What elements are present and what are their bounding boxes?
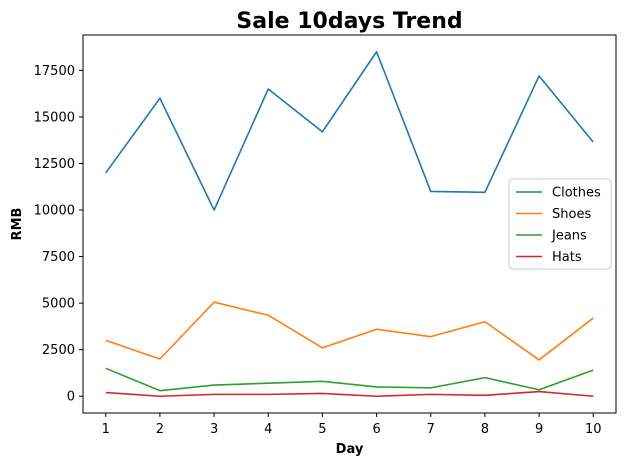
x-axis-label: Day [336,442,364,457]
x-tick-label: 9 [535,422,543,437]
x-axis-ticks: 1 2 3 4 5 6 7 8 9 10 [102,413,602,437]
legend-label: Shoes [552,207,591,222]
y-tick-label: 2500 [42,343,75,358]
x-tick-label: 2 [156,422,164,437]
x-tick-label: 6 [372,422,380,437]
x-tick-label: 5 [318,422,326,437]
x-tick-label: 7 [427,422,435,437]
series-line-jeans [105,367,594,392]
x-tick-label: 10 [585,422,602,437]
y-tick-label: 5000 [42,297,75,312]
legend-label: Clothes [552,186,601,201]
x-tick-label: 3 [210,422,218,437]
y-axis-label: RMB [10,208,25,241]
legend-label: Jeans [551,229,587,244]
series-line-shoes [105,301,594,361]
y-tick-label: 0 [67,390,75,405]
y-axis-ticks: 0 2500 5000 7500 10000 12500 15000 17500 [34,64,83,405]
series-line-clothes [105,50,594,211]
x-tick-label: 4 [264,422,272,437]
chart-title: Sale 10days Trend [236,9,462,34]
series-lines [105,50,594,398]
series-line-hats [105,390,594,398]
x-tick-label: 8 [481,422,489,437]
y-tick-label: 10000 [34,204,75,219]
y-tick-label: 12500 [34,157,75,172]
legend: Clothes Shoes Jeans Hats [508,178,612,270]
legend-frame [508,178,612,270]
plot-frame [82,34,617,414]
y-tick-label: 15000 [34,110,75,125]
y-tick-label: 7500 [42,250,75,265]
x-tick-label: 1 [102,422,110,437]
y-tick-label: 17500 [34,64,75,79]
legend-label: Hats [552,250,582,265]
